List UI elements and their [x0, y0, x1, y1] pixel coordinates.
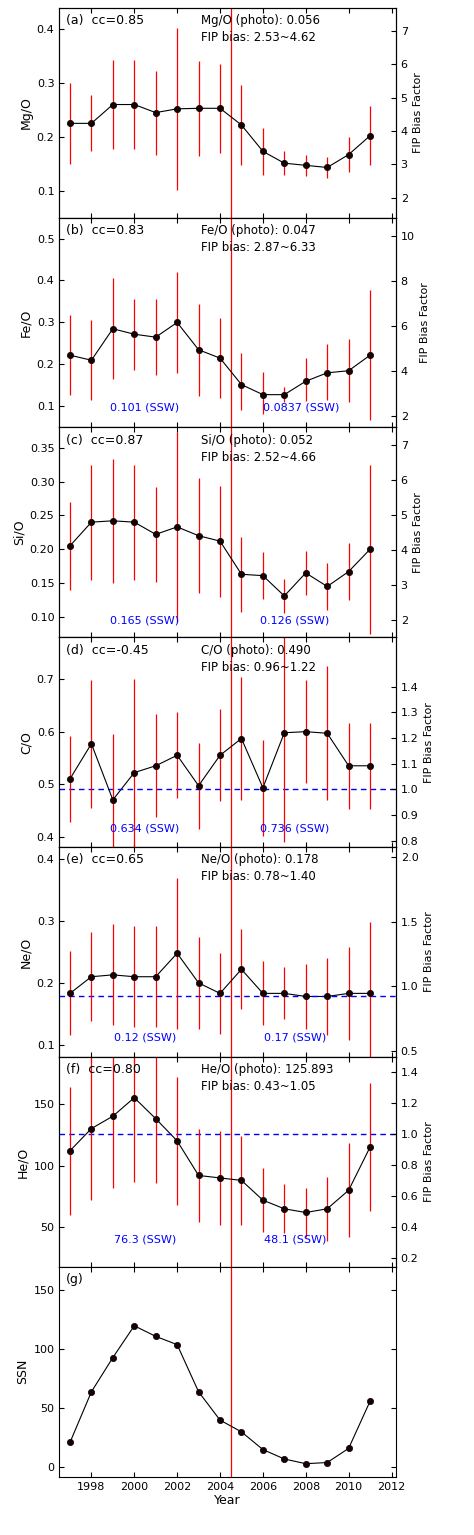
Text: (b)  cc=0.83: (b) cc=0.83 [66, 224, 144, 236]
Y-axis label: Fe/O: Fe/O [19, 309, 33, 336]
Text: Ne/O (photo): 0.178
FIP bias: 0.78~1.40: Ne/O (photo): 0.178 FIP bias: 0.78~1.40 [201, 853, 318, 884]
Text: C/O (photo): 0.490
FIP bias: 0.96~1.22: C/O (photo): 0.490 FIP bias: 0.96~1.22 [201, 643, 316, 674]
Text: 48.1 (SSW): 48.1 (SSW) [264, 1234, 326, 1245]
Text: 0.0837 (SSW): 0.0837 (SSW) [263, 402, 340, 413]
Y-axis label: He/O: He/O [16, 1147, 29, 1177]
Y-axis label: FIP Bias Factor: FIP Bias Factor [424, 701, 434, 783]
Y-axis label: C/O: C/O [19, 731, 33, 754]
Text: He/O (photo): 125.893
FIP bias: 0.43~1.05: He/O (photo): 125.893 FIP bias: 0.43~1.0… [201, 1064, 333, 1093]
Text: Si/O (photo): 0.052
FIP bias: 2.52~4.66: Si/O (photo): 0.052 FIP bias: 2.52~4.66 [201, 434, 316, 464]
Text: 0.12 (SSW): 0.12 (SSW) [114, 1032, 176, 1042]
Text: 0.126 (SSW): 0.126 (SSW) [260, 616, 330, 625]
Text: (g): (g) [66, 1273, 84, 1286]
Text: 0.165 (SSW): 0.165 (SSW) [110, 616, 180, 625]
Y-axis label: FIP Bias Factor: FIP Bias Factor [424, 912, 434, 993]
Y-axis label: Mg/O: Mg/O [19, 97, 33, 129]
Text: Fe/O (photo): 0.047
FIP bias: 2.87~6.33: Fe/O (photo): 0.047 FIP bias: 2.87~6.33 [201, 224, 315, 253]
Text: (f)  cc=0.80: (f) cc=0.80 [66, 1064, 141, 1076]
Text: (d)  cc=-0.45: (d) cc=-0.45 [66, 643, 149, 657]
X-axis label: Year: Year [214, 1494, 241, 1507]
Y-axis label: Ne/O: Ne/O [19, 936, 33, 967]
Y-axis label: FIP Bias Factor: FIP Bias Factor [424, 1122, 434, 1202]
Y-axis label: FIP Bias Factor: FIP Bias Factor [413, 491, 423, 573]
Y-axis label: SSN: SSN [16, 1358, 29, 1385]
Text: 0.101 (SSW): 0.101 (SSW) [110, 402, 180, 413]
Text: 0.634 (SSW): 0.634 (SSW) [110, 824, 180, 834]
Text: 0.17 (SSW): 0.17 (SSW) [264, 1032, 326, 1042]
Text: (a)  cc=0.85: (a) cc=0.85 [66, 14, 144, 28]
Y-axis label: FIP Bias Factor: FIP Bias Factor [420, 282, 430, 362]
Text: Mg/O (photo): 0.056
FIP bias: 2.53~4.62: Mg/O (photo): 0.056 FIP bias: 2.53~4.62 [201, 14, 319, 45]
Text: (c)  cc=0.87: (c) cc=0.87 [66, 434, 143, 447]
Y-axis label: Si/O: Si/O [12, 519, 26, 545]
Y-axis label: FIP Bias Factor: FIP Bias Factor [413, 72, 423, 154]
Text: 76.3 (SSW): 76.3 (SSW) [114, 1234, 176, 1245]
Text: 0.736 (SSW): 0.736 (SSW) [260, 824, 330, 834]
Text: (e)  cc=0.65: (e) cc=0.65 [66, 853, 144, 866]
